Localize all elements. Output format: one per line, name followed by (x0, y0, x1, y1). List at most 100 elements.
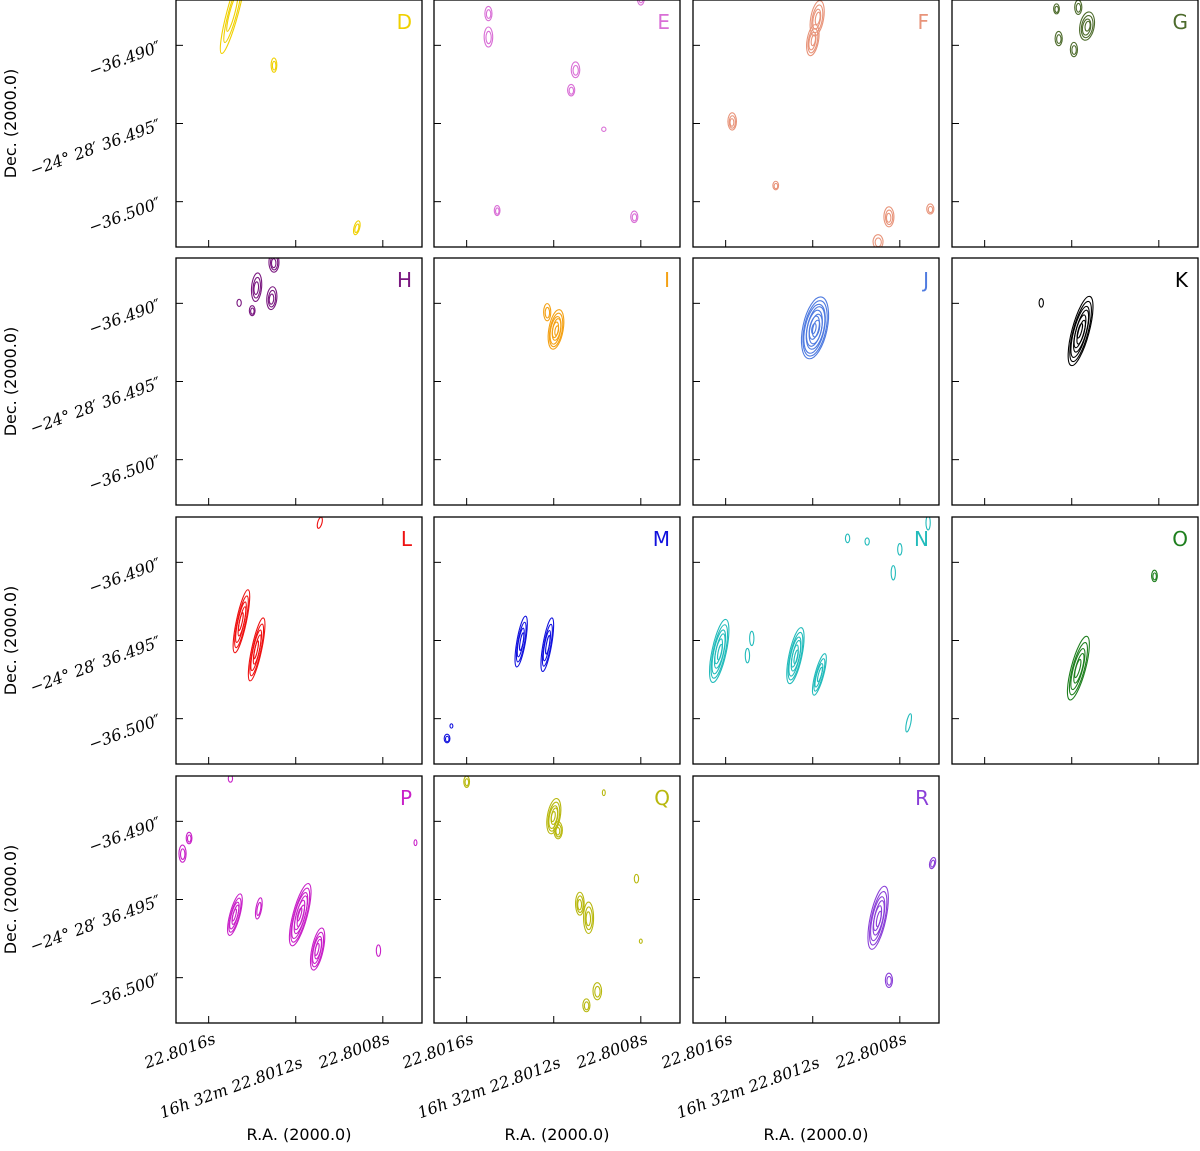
panel-label: F (917, 10, 929, 34)
contour-level (808, 315, 820, 340)
contour-source (250, 272, 263, 303)
contour-source (226, 893, 243, 936)
contour-source (786, 627, 805, 685)
y-axis-row-2: −36.490″ −24° 28′ 36.495″ −36.500″ Dec. (20… (1, 295, 163, 495)
contour-level (1081, 18, 1092, 36)
contour-level (1054, 30, 1063, 47)
contour-group (1053, 0, 1096, 58)
panel-k: K (951, 257, 1199, 506)
contour-level (519, 632, 525, 652)
contour-level (772, 180, 780, 191)
contour-level (550, 810, 556, 823)
contour-level (296, 907, 303, 922)
contour-level (729, 118, 735, 127)
contour-level (592, 982, 603, 1001)
contour-level (601, 789, 606, 797)
x-axis-title: R.A. (2000.0) (764, 1125, 869, 1144)
contour-level (485, 9, 492, 20)
contour-source (884, 972, 894, 988)
contour-group (867, 856, 937, 988)
panel-label: R (915, 786, 929, 810)
x-tick-label: 22.8016s (399, 1029, 476, 1073)
contour-level (807, 27, 819, 54)
x-tick-label: 16h 32m 22.8012s (415, 1053, 563, 1122)
contour-level (905, 713, 913, 733)
contour-level (227, 776, 234, 783)
contour-level (252, 276, 261, 299)
contour-level (1152, 572, 1157, 581)
x-axis-title: R.A. (2000.0) (505, 1125, 610, 1144)
contour-level (1053, 3, 1060, 15)
panel-h: H (175, 257, 423, 506)
contour-level (493, 204, 501, 217)
panel-frame (951, 257, 1199, 506)
panel-label: P (400, 786, 412, 810)
contour-level (185, 831, 193, 845)
contour-level (547, 309, 565, 350)
contour-level (708, 618, 730, 684)
contour-source (1054, 30, 1063, 47)
contour-level (485, 30, 492, 45)
contour-level (601, 126, 607, 132)
contour-level (728, 115, 737, 129)
contour-level (250, 272, 263, 303)
contour-source (493, 204, 501, 217)
contour-level (354, 223, 360, 234)
contour-level (316, 517, 323, 529)
contour-level (582, 998, 591, 1013)
contour-level (583, 901, 595, 935)
contour-source (443, 733, 451, 744)
x-tick-label: 22.8016s (658, 1029, 735, 1073)
panel-i: I (433, 257, 681, 506)
contour-level (223, 0, 243, 44)
contour-level (773, 182, 779, 190)
contour-level (178, 844, 187, 863)
panel-label: J (921, 268, 929, 292)
contour-source (413, 839, 418, 847)
panel-frame (951, 0, 1199, 248)
contour-source (864, 537, 870, 546)
contour-source (744, 647, 751, 664)
panel-f: F (692, 0, 940, 248)
contour-level (253, 640, 259, 660)
contour-source (247, 617, 266, 682)
contour-level (717, 643, 723, 661)
contour-source (727, 112, 738, 131)
contour-level (250, 307, 255, 315)
contour-level (495, 207, 500, 215)
contour-level (544, 306, 551, 319)
contour-level (375, 944, 382, 957)
contour-source (592, 982, 603, 1001)
y-tick-label: −36.500″ (86, 451, 163, 495)
x-axis-title: R.A. (2000.0) (247, 1125, 352, 1144)
panel-p: P (175, 775, 423, 1024)
contour-level (885, 212, 892, 223)
contour-level (547, 801, 561, 832)
contour-source (811, 653, 827, 696)
contour-level (710, 624, 729, 679)
contour-level (484, 5, 493, 22)
panel-r: R (692, 775, 940, 1024)
contour-level (179, 848, 186, 860)
contour-level (884, 972, 894, 988)
contour-source (547, 309, 565, 350)
contour-level (1084, 20, 1091, 32)
x-tick-label: 22.8008s (832, 1029, 909, 1073)
contour-level (787, 631, 804, 681)
panel-frame (175, 516, 423, 765)
panel-label: E (657, 10, 670, 34)
panel-frame (692, 257, 940, 506)
contour-group (1038, 295, 1094, 367)
contour-level (633, 873, 640, 884)
contour-group (800, 296, 830, 360)
contour-level (232, 589, 251, 654)
contour-level (1067, 295, 1094, 367)
contour-source (844, 533, 851, 544)
y-tick-label: −36.500″ (86, 193, 163, 237)
panel-label: K (1175, 268, 1189, 292)
contour-source (266, 286, 278, 311)
contour-source (449, 723, 454, 729)
contour-source (582, 998, 591, 1013)
